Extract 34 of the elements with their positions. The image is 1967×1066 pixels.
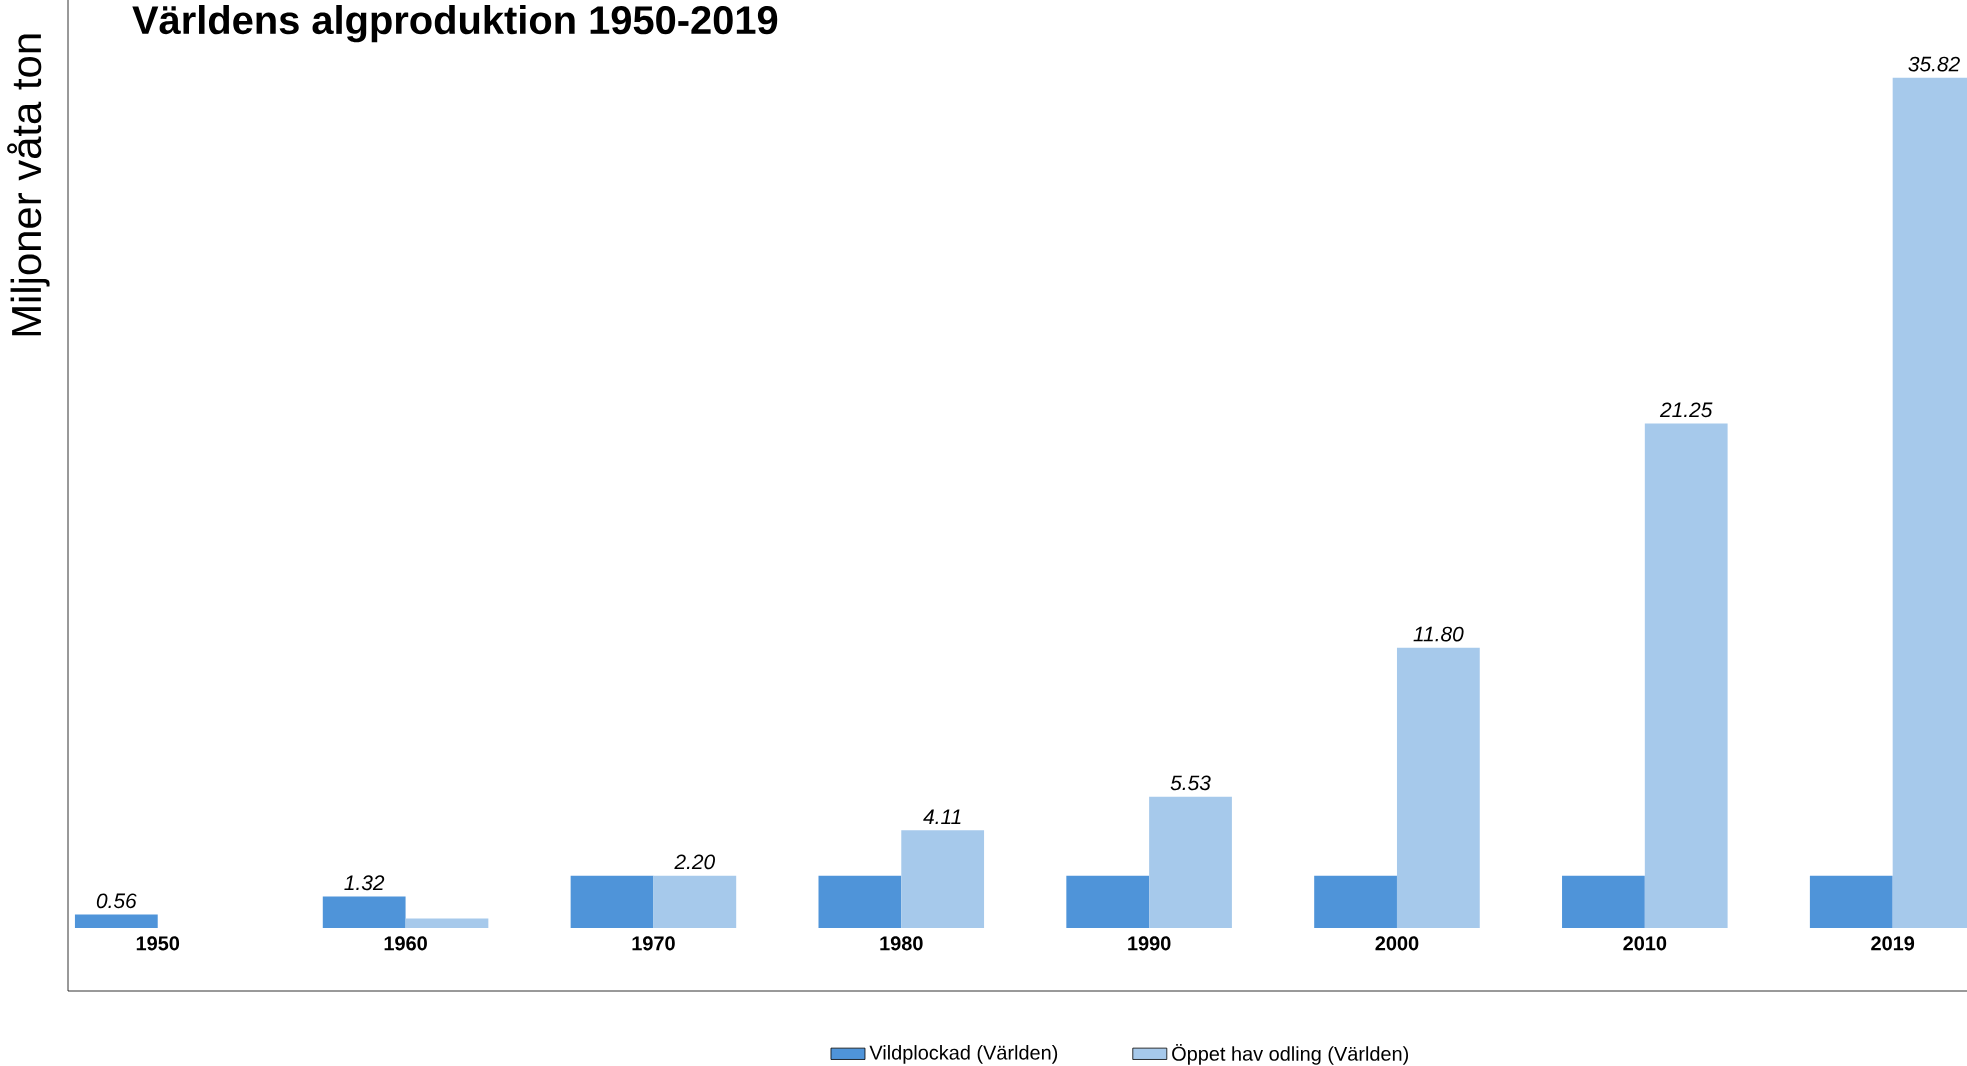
data-label: 11.80 [1413,626,1464,642]
bar [405,918,489,928]
x-tick-label: 1960 [384,936,427,951]
x-tick-label: 1990 [1128,936,1171,951]
bar [1314,875,1397,928]
data-label: 0.56 [96,893,137,909]
bar [901,830,985,928]
data-label: 4.11 [923,809,961,824]
legend-label: Öppet hav odling (Världen) [1172,1043,1409,1065]
bar [1562,875,1645,928]
y-axis-title: Miljoner våta ton [7,34,50,336]
x-tick-label: 1970 [632,936,675,951]
bar [653,875,737,928]
x-tick-label: 2019 [1871,936,1915,951]
bar [1809,875,1893,928]
data-label: 5.53 [1170,775,1211,791]
legend-label: Vildplockad (Världen) [869,1045,1058,1064]
bar [1066,875,1150,928]
bar [322,896,406,928]
x-tick-label: 1980 [880,936,923,951]
bar [1644,423,1728,928]
bar [570,875,654,928]
bar [1149,796,1232,928]
bar [1396,647,1480,928]
bar [74,914,158,928]
data-label: 21.25 [1659,402,1713,418]
bar [818,875,902,928]
x-tick-label: 1950 [136,936,180,951]
data-label: 35.82 [1908,56,1960,72]
chart-title: Världens algproduktion 1950-2019 [132,4,778,43]
data-label: 2.20 [674,854,715,870]
x-tick-label: 2010 [1623,936,1667,951]
x-tick-label: 2000 [1375,936,1419,951]
data-label: 1.32 [344,875,385,891]
